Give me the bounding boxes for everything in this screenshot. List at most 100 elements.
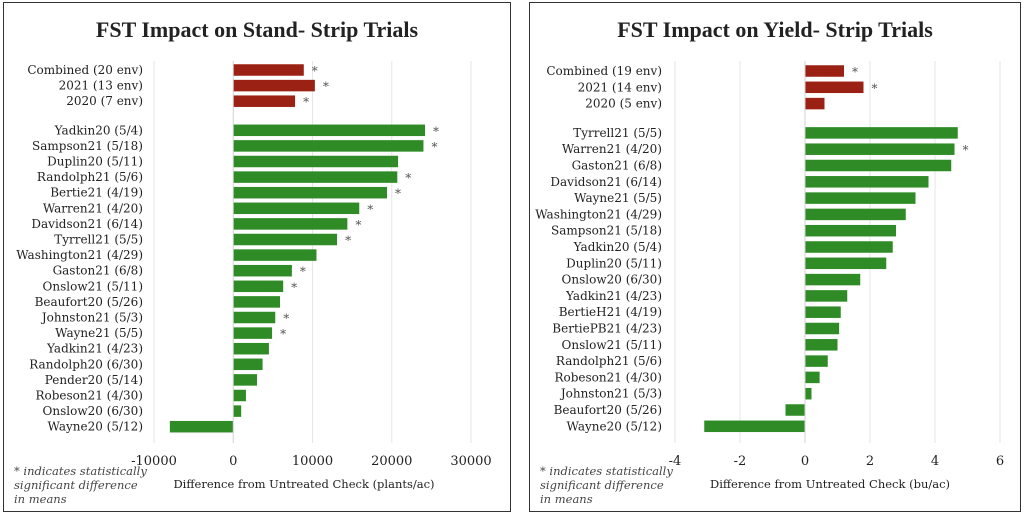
stand-category-label: Gaston21 (6/8) [53,264,143,278]
yield-category-label: Gaston21 (6/8) [572,159,662,173]
stand-tick-label: 0 [229,454,237,469]
yield-category-label: Wayne21 (5/5) [574,191,662,205]
yield-bar [805,339,838,351]
yield-bar [805,208,906,221]
stand-chart-svg: Combined (20 env) * 2021 (13 env) * 2020 (7 … [16,61,492,469]
yield-category-label: Yadkin21 (4/23) [565,289,662,303]
stand-category-label: Johnston21 (5/3) [40,311,143,325]
stand-category-label: Davidson21 (6/14) [31,217,143,231]
stand-category-label: Sampson21 (5/18) [32,139,143,153]
stand-tick-label: 20000 [371,454,412,469]
stand-bar [233,296,281,308]
stand-significance-mark: * [431,140,437,154]
stand-significance-mark: * [367,202,373,216]
stand-category-label: 2020 (7 env) [66,94,143,108]
stand-tick-label: 30000 [450,454,491,469]
stand-significance-mark: * [355,218,361,232]
yield-category-label: Robeson21 (4/30) [554,370,662,384]
stand-category-label: Onslow20 (6/30) [43,404,143,418]
stand-bar [233,342,269,355]
yield-bar [805,355,828,367]
yield-category-label: 2020 (5 env) [585,97,662,111]
yield-bar [805,371,820,384]
stand-bar [233,389,246,402]
stand-category-label: Yadkin21 (4/23) [46,342,143,356]
stand-significance-mark: * [300,265,306,279]
stand-bar [233,405,242,417]
stand-significance-mark: * [395,187,401,201]
stand-significance-mark: * [433,124,439,138]
yield-category-label: Davidson21 (6/14) [550,175,662,189]
stand-significance-mark: * [291,280,297,294]
stand-chart-footnote: * indicates statistically significant di… [14,464,147,506]
stand-category-label: Wayne20 (5/12) [48,420,143,434]
yield-bar [805,224,896,237]
yield-category-label: Combined (19 env) [546,64,662,78]
yield-chart-svg: Combined (19 env) * 2021 (14 env) * 2020 (5 … [535,61,1004,469]
yield-bar [805,387,812,400]
stand-significance-mark: * [323,80,329,94]
yield-bar [805,192,916,204]
stand-category-label: Onslow21 (5/11) [43,279,143,293]
yield-category-label: BertieH21 (4/19) [559,305,662,319]
stand-bar [233,79,315,92]
yield-bar [805,322,840,335]
yield-bar [805,306,841,318]
yield-bar [704,420,805,433]
yield-tick-label: 0 [801,454,809,469]
yield-bar [805,257,887,270]
yield-category-label: Yadkin20 (5/4) [573,240,662,254]
yield-significance-mark: * [852,65,858,79]
yield-chart-x-axis-label: Difference from Untreated Check (bu/ac) [709,477,951,491]
stand-bar [233,202,360,215]
stand-category-label: Pender20 (5/14) [45,373,143,387]
stand-significance-mark: * [280,327,286,341]
yield-bar [805,143,955,155]
yield-category-label: Warren21 (4/20) [562,142,662,156]
stand-significance-mark: * [312,64,318,78]
yield-bar [805,65,844,77]
stand-category-label: Wayne21 (5/5) [55,326,143,340]
yield-tick-label: 4 [931,454,939,469]
stand-chart-x-axis-label: Difference from Untreated Check (plants/… [173,477,435,491]
yield-chart-footnote: * indicates statistically significant di… [540,464,673,506]
yield-bar [805,290,848,302]
yield-significance-mark: * [963,143,969,157]
stand-bar [233,95,296,107]
stand-bar [233,249,317,261]
stand-category-label: Washington21 (4/29) [16,248,143,262]
stand-bar [233,124,426,137]
stand-category-label: Tyrrell21 (5/5) [54,233,143,247]
stand-bar [233,311,276,324]
yield-bar [805,81,864,94]
stand-bar [233,171,398,183]
yield-bar [805,241,893,253]
yield-category-label: Randolph21 (5/6) [556,354,662,368]
stand-category-label: Bertie21 (4/19) [50,186,143,200]
stand-bar [233,186,387,199]
stand-significance-mark: * [283,312,289,326]
stand-category-label: Yadkin20 (5/4) [54,123,143,137]
stand-bar [233,155,399,168]
stand-chart-title: FST Impact on Stand- Strip Trials [95,17,419,42]
stand-bar [233,140,424,152]
yield-bar [805,97,825,110]
stand-significance-mark: * [303,95,309,109]
stand-tick-label: 10000 [292,454,333,469]
stand-significance-mark: * [405,171,411,185]
stand-bar [233,233,338,246]
yield-bar [805,127,958,139]
yield-chart-panel: FST Impact on Yield- Strip Trials Combin… [529,2,1021,512]
yield-tick-label: 2 [866,454,874,469]
yield-bar [805,176,929,188]
yield-category-label: BertiePB21 (4/23) [552,322,662,336]
stand-category-label: 2021 (13 env) [59,79,143,93]
stand-bar [233,327,273,339]
yield-chart-title: FST Impact on Yield- Strip Trials [617,17,933,42]
stand-bar [169,420,234,433]
yield-category-label: 2021 (14 env) [578,80,662,94]
stand-bar [233,358,263,371]
stand-category-label: Robeson21 (4/30) [35,389,143,403]
yield-category-label: Onslow20 (6/30) [562,273,662,287]
yield-bar [805,273,861,286]
